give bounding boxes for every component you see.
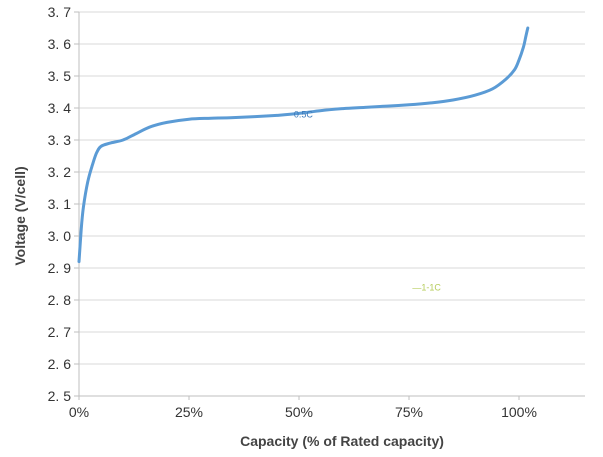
- y-tick-labels: 2. 5 2. 6 2. 7 2. 8 2. 9 3. 0 3. 1 3. 2 3. 3 3. 4…: [48, 4, 72, 404]
- x-tick-label: 100%: [501, 404, 537, 420]
- x-tick-label: 50%: [285, 404, 313, 420]
- x-axis-title: Capacity (% of Rated capacity): [240, 433, 444, 449]
- series-annotation: —1-1C: [412, 282, 441, 292]
- y-tick-label: 2. 6: [48, 356, 72, 372]
- annotations: 0.5C —1-1C: [294, 110, 441, 293]
- series-annotation: 0.5C: [294, 110, 314, 120]
- y-tick-label: 3. 4: [48, 100, 72, 116]
- series-lines: [77, 26, 530, 264]
- gridlines: [79, 11, 585, 365]
- x-tick-label: 25%: [175, 404, 203, 420]
- y-tick-label: 3. 7: [48, 4, 72, 20]
- y-tick-label: 3. 2: [48, 164, 72, 180]
- y-tick-label: 2. 9: [48, 260, 72, 276]
- axes: [74, 11, 585, 400]
- x-tick-labels: 0% 25% 50% 75% 100%: [69, 404, 537, 420]
- y-tick-label: 2. 5: [48, 388, 72, 404]
- y-tick-label: 2. 8: [48, 292, 72, 308]
- y-tick-label: 3. 5: [48, 68, 72, 84]
- series-line-0: [77, 26, 530, 264]
- x-tick-label: 75%: [395, 404, 423, 420]
- y-tick-label: 2. 7: [48, 324, 72, 340]
- y-tick-label: 3. 3: [48, 132, 72, 148]
- x-tick-label: 0%: [69, 404, 89, 420]
- y-tick-label: 3. 6: [48, 36, 72, 52]
- y-tick-label: 3. 0: [48, 228, 72, 244]
- y-tick-label: 3. 1: [48, 196, 72, 212]
- y-axis-title: Voltage (V/cell): [12, 166, 28, 265]
